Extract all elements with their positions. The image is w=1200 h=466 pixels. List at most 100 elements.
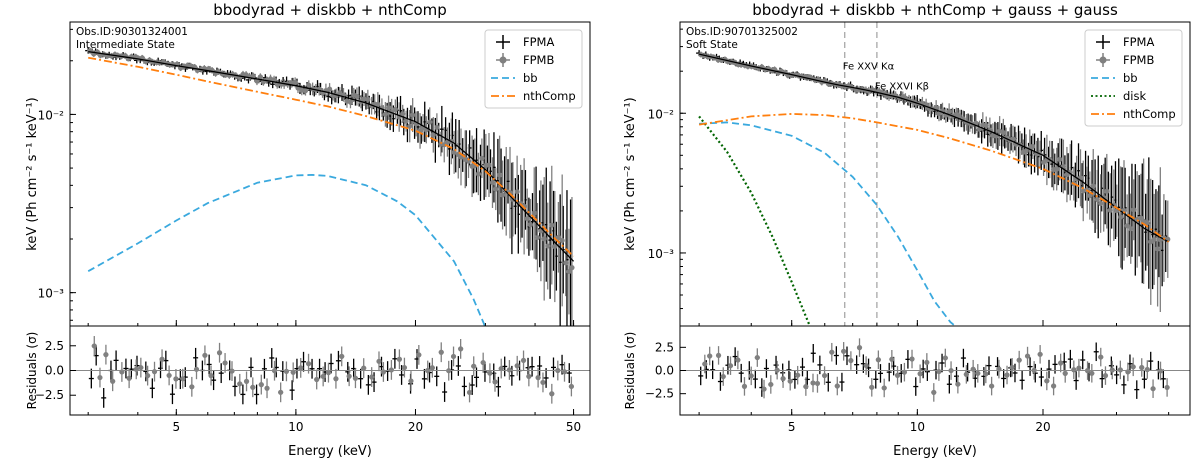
legend-label: nthComp: [1123, 107, 1176, 121]
data-marker: [396, 356, 403, 362]
data-marker: [333, 376, 339, 382]
data-marker: [489, 180, 496, 186]
data-marker: [250, 384, 256, 390]
data-marker: [549, 391, 555, 397]
legend-label: FPMB: [523, 53, 554, 67]
data-marker: [298, 365, 304, 371]
fpma-residual: [193, 347, 199, 368]
fpmb-point: [956, 109, 962, 123]
fpmb-residual: [1071, 360, 1077, 380]
data-marker: [403, 118, 409, 124]
data-marker: [434, 124, 440, 131]
fpma-residual: [799, 357, 805, 377]
legend-entry: FPMA: [1096, 35, 1154, 49]
fpmb-residual: [216, 342, 223, 363]
data-marker: [166, 372, 172, 379]
fpmb-point: [1098, 174, 1104, 233]
fpma-residual: [763, 359, 769, 378]
fpmb-residual: [145, 365, 151, 386]
fpmb-residual: [942, 348, 948, 368]
fpmb-residual: [119, 362, 125, 382]
fpma-residual: [123, 358, 129, 379]
residual-y-tick-label: 0.0: [655, 364, 674, 378]
data-marker: [159, 356, 165, 362]
fpmb-point: [946, 103, 952, 120]
data-marker: [1089, 370, 1095, 376]
fpmb-residual: [110, 371, 116, 392]
fpmb-point: [375, 92, 381, 117]
fpmb-point: [1090, 149, 1096, 223]
fpmb-residual: [1164, 378, 1170, 397]
legend-label: FPMA: [523, 35, 554, 49]
data-marker: [931, 389, 937, 396]
data-marker: [278, 389, 284, 395]
data-marker: [942, 355, 948, 361]
legend: FPMA FPMB bb disk nthComp: [1084, 29, 1183, 127]
fpmb-residual: [506, 360, 513, 380]
data-marker: [1131, 207, 1137, 213]
fpma-residual: [529, 356, 535, 377]
data-marker: [243, 378, 250, 384]
fpmb-residual: [376, 351, 382, 372]
fpmb-point: [1118, 166, 1124, 268]
data-marker: [561, 369, 568, 375]
legend-marker: [1099, 56, 1107, 64]
obs-annotation: Soft State: [686, 39, 738, 51]
fpma-residual: [1080, 350, 1086, 370]
data-marker: [193, 366, 200, 372]
fpmb-residual: [715, 346, 722, 365]
residual-axis-label: Residuals (σ): [623, 332, 637, 410]
fpma-residual: [371, 372, 377, 393]
fpmb-point: [552, 191, 558, 303]
legend-label: nthComp: [523, 89, 576, 103]
data-marker: [392, 106, 398, 112]
fpmb-residual: [492, 371, 498, 392]
fpmb-point: [1114, 184, 1120, 237]
fpmb-point: [497, 135, 503, 215]
fpmb-residual: [1062, 364, 1068, 383]
data-marker: [856, 345, 863, 351]
data-marker: [492, 379, 498, 385]
fpmb-point: [434, 113, 440, 142]
data-marker: [429, 365, 435, 371]
fpmb-residual: [1058, 353, 1064, 373]
residual-y-tick-label: 2.5: [45, 339, 64, 353]
data-marker: [138, 364, 144, 371]
fpmb-point: [340, 87, 347, 102]
fpmb-residual: [829, 342, 835, 362]
fpmb-point: [1060, 139, 1066, 194]
fpmb-residual: [189, 376, 195, 397]
fpmb-point: [983, 116, 989, 135]
fpma-residual: [873, 370, 879, 389]
fpma-residual: [543, 368, 549, 388]
fpmb-residual: [352, 368, 359, 389]
fpma-residual: [392, 348, 398, 369]
fpmb-residual: [856, 338, 863, 357]
fpmb-residual: [103, 344, 109, 365]
data-marker: [365, 96, 371, 102]
fpma-residual: [946, 374, 952, 394]
series-fpma-residuals: [698, 342, 1166, 399]
data-marker: [1090, 183, 1096, 189]
fpmb-residual: [810, 373, 816, 393]
data-marker: [126, 375, 132, 381]
fpma-residual: [1121, 375, 1127, 395]
data-marker: [754, 354, 760, 361]
data-marker: [936, 368, 942, 375]
residual-axis-label: Residuals (σ): [25, 332, 39, 410]
fpmb-point: [545, 202, 551, 290]
fpma-residual: [495, 376, 501, 397]
fpmb-residual: [1089, 364, 1095, 383]
x-tick-label: 20: [1035, 420, 1050, 434]
fpmb-residual: [401, 357, 408, 378]
fpmb-residual: [924, 353, 930, 372]
fpmb-residual: [748, 366, 754, 386]
fpma-residual: [301, 351, 307, 372]
fpma-residual: [537, 356, 543, 376]
data-marker: [841, 348, 847, 354]
series-disk-line: [698, 115, 811, 325]
data-marker: [314, 376, 320, 383]
fpma-residual: [939, 353, 945, 373]
fpma-residual: [1046, 359, 1052, 379]
data-marker: [382, 111, 388, 117]
